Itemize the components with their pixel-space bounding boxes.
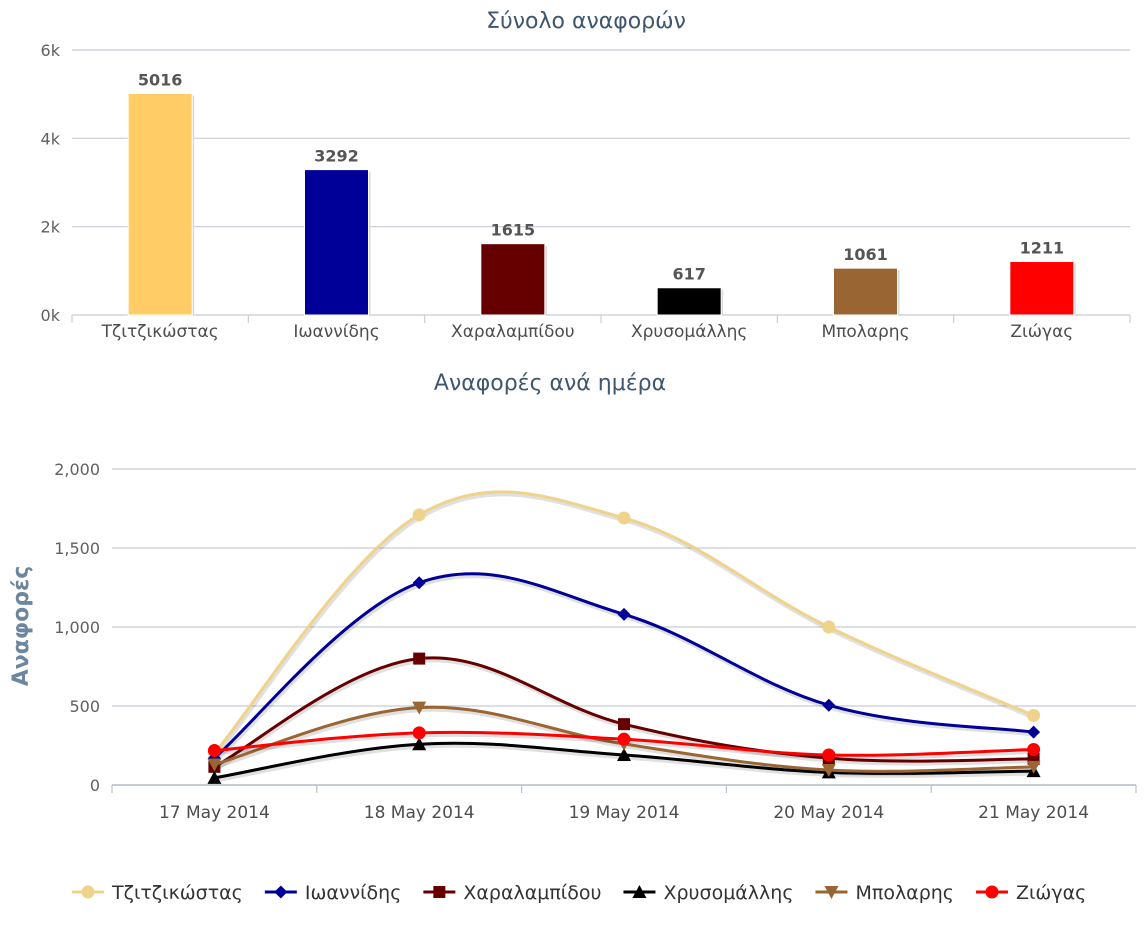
bar-3	[480, 243, 546, 316]
bar-2	[304, 169, 369, 316]
series-point	[1027, 708, 1041, 722]
line-x-tick-label: 21 May 2014	[978, 803, 1089, 823]
bar-5	[833, 267, 898, 316]
series-point	[821, 763, 836, 777]
bar-category-label: Χαραλαμπίδου	[451, 322, 575, 342]
series-point	[617, 732, 631, 746]
line-y-tick-label: 500	[69, 697, 100, 716]
series-point	[617, 607, 631, 621]
legend-label: Τζιτζικώστας	[111, 882, 243, 904]
series-point	[1026, 760, 1041, 774]
bar-category-label: Ζιώγας	[1010, 322, 1073, 342]
series-point	[822, 620, 836, 634]
legend-label: Χαραλαμπίδου	[463, 882, 601, 904]
series-line-shadow	[213, 491, 1036, 758]
legend-item-2: Ιωαννίδης	[264, 882, 402, 904]
legend-label: Ιωαννίδης	[305, 882, 402, 904]
series-point	[412, 726, 426, 740]
daily-reports-line-chart: Αναφορές ανά ημέρα Αναφορές 0 500 1,000 1,5…	[9, 371, 1137, 904]
bar-4	[656, 287, 722, 316]
line-y-tick-label: 2,000	[54, 460, 100, 479]
series-point	[617, 511, 631, 525]
line-series-6	[207, 726, 1041, 762]
line-series-1	[207, 490, 1041, 760]
series-point	[1027, 742, 1041, 756]
series-point	[412, 737, 427, 751]
bar-category-label: Τζιτζικώστας	[101, 322, 219, 342]
bar-data-label: 5016	[138, 70, 183, 89]
legend-marker	[274, 885, 288, 899]
total-reports-bar-chart: Σύνολο αναφορών 0k 2k 4k 6k 5016 3292 1615 617…	[41, 9, 1131, 342]
line-series-2	[207, 572, 1041, 765]
legend-label: Χρυσομάλλης	[663, 882, 793, 904]
bar-y-tick-label: 4k	[41, 129, 61, 148]
line-x-tick-label: 17 May 2014	[159, 803, 270, 823]
series-point	[207, 744, 221, 758]
bar-data-label: 1061	[843, 245, 888, 264]
legend-marker	[632, 885, 647, 898]
bar-data-label: 1615	[491, 221, 536, 240]
line-series-4	[207, 737, 1041, 784]
series-point	[413, 652, 426, 665]
line-x-tick-label: 18 May 2014	[364, 803, 475, 823]
series-point	[618, 718, 630, 731]
bar-6	[1009, 261, 1075, 316]
legend-marker	[81, 885, 95, 899]
line-y-tick-label: 1,000	[54, 618, 100, 637]
series-point	[207, 758, 222, 772]
series-point	[1027, 725, 1041, 739]
bar-category-label: Ιωαννίδης	[293, 322, 379, 342]
line-chart-y-axis-title: Αναφορές	[9, 566, 34, 686]
series-point	[412, 701, 427, 715]
legend-label: Ζιώγας	[1016, 882, 1086, 904]
bar-1	[127, 92, 193, 316]
bar-y-tick-label: 6k	[41, 41, 61, 60]
legend-item-3: Χαραλαμπίδου	[423, 882, 601, 904]
line-series-3	[208, 652, 1040, 773]
line-y-tick-label: 0	[90, 776, 100, 795]
series-line	[213, 490, 1035, 755]
legend-marker	[824, 886, 839, 899]
series-point	[412, 576, 426, 590]
series-point	[822, 698, 836, 712]
bar-data-label: 1211	[1020, 239, 1065, 258]
series-point	[412, 508, 426, 522]
line-y-tick-label: 1,500	[54, 539, 100, 558]
legend-marker	[985, 885, 999, 899]
line-chart-title: Αναφορές ανά ημέρα	[434, 371, 666, 396]
bar-category-label: Μπολαρης	[821, 322, 909, 342]
line-x-tick-label: 20 May 2014	[773, 803, 884, 823]
line-x-tick-label: 19 May 2014	[569, 803, 680, 823]
series-point	[207, 770, 222, 784]
bar-chart-title: Σύνολο αναφορών	[486, 9, 686, 34]
series-point	[822, 748, 836, 762]
bar-y-tick-label: 0k	[41, 306, 61, 325]
legend-item-6: Ζιώγας	[975, 882, 1086, 904]
bar-category-label: Χρυσομάλλης	[631, 322, 747, 342]
bar-data-label: 3292	[314, 147, 359, 166]
legend-item-4: Χρυσομάλλης	[623, 882, 793, 904]
legend-marker	[433, 886, 446, 898]
bar-data-label: 617	[672, 265, 705, 284]
bar-y-tick-label: 2k	[41, 218, 61, 237]
legend-item-5: Μπολαρης	[815, 882, 954, 904]
legend-item-1: Τζιτζικώστας	[72, 882, 243, 904]
series-point	[617, 747, 631, 761]
legend-label: Μπολαρης	[855, 882, 953, 904]
